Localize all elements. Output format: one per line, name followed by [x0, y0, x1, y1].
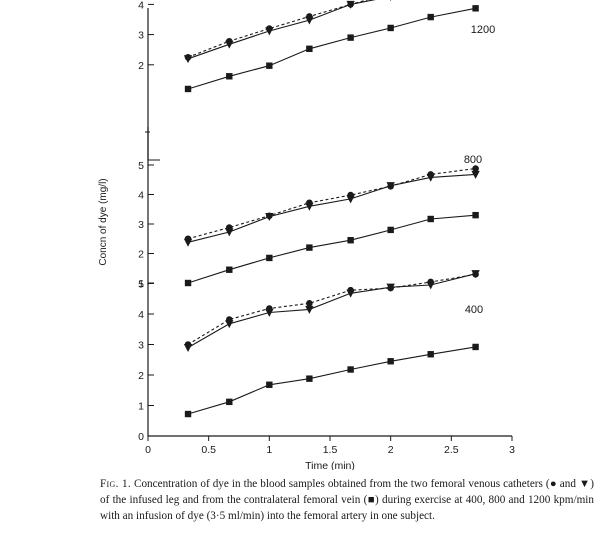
x-tick-label: 3: [509, 444, 515, 456]
y-tick-label: 4: [138, 309, 144, 321]
triangle-down-marker: [390, 0, 392, 1]
x-tick-label: 2.5: [444, 444, 459, 456]
x-tick-label: 1: [266, 444, 272, 456]
square-marker: [427, 351, 434, 358]
triangle-down-marker: [305, 202, 314, 211]
series-line: [187, 167, 476, 240]
square-marker: [387, 24, 394, 32]
triangle-down-marker: [305, 305, 314, 314]
square-marker: [427, 215, 434, 223]
triangle-down-marker: [225, 40, 234, 49]
square-marker: [226, 266, 233, 273]
y-tick-label: 3: [138, 30, 144, 42]
square-marker: [184, 85, 192, 93]
square-marker: [306, 375, 313, 382]
triangle-down-marker: [346, 195, 355, 204]
series-line: [187, 0, 369, 58]
y-tick-label: 0: [138, 431, 144, 443]
caption-text: Concentration of dye in the blood sample…: [100, 478, 594, 522]
triangle-down-marker: [265, 213, 274, 222]
figure-caption: Fig. 1. Concentration of dye in the bloo…: [100, 476, 594, 524]
square-marker: [306, 45, 313, 52]
triangle-down-marker: [225, 228, 234, 237]
triangle-down-marker: [386, 283, 395, 292]
square-marker: [184, 279, 192, 287]
series-line: [187, 7, 476, 90]
triangle-down-marker: [386, 182, 395, 191]
square-marker: [184, 410, 192, 418]
triangle-down-marker: [426, 173, 435, 182]
y-tick-label: 3: [138, 219, 144, 231]
panel-label: 400: [465, 304, 483, 316]
triangle-down-marker: [305, 16, 314, 25]
triangle-down-marker: [471, 270, 480, 279]
y-tick-label: 5: [138, 160, 144, 172]
x-tick-label: 2: [388, 444, 394, 456]
series-line: [187, 346, 476, 415]
square-marker: [347, 366, 354, 373]
triangle-down-marker: [265, 27, 274, 36]
triangle-down-marker: [346, 289, 355, 298]
x-tick-label: 0.5: [201, 444, 216, 456]
square-marker: [472, 343, 479, 351]
y-tick-label: 1: [138, 278, 144, 290]
y-tick-label: 2: [138, 370, 144, 382]
series-line: [187, 273, 476, 345]
y-tick-label: 1: [138, 401, 144, 413]
x-tick-label: 0: [145, 444, 151, 456]
series-line: [187, 214, 476, 284]
square-marker: [472, 5, 479, 12]
triangle-down-marker: [183, 238, 193, 247]
triangle-down-marker: [225, 320, 234, 329]
triangle-down-marker: [346, 0, 355, 9]
panel-1200: 23451200: [138, 0, 495, 160]
series-line: [187, 0, 376, 60]
circle-marker: [472, 165, 479, 172]
y-tick-label: 4: [138, 190, 144, 202]
square-marker: [427, 13, 434, 21]
y-tick-label: 3: [138, 340, 144, 352]
triangle-down-marker: [183, 343, 193, 352]
series-line: [187, 273, 476, 349]
square-marker: [387, 226, 394, 234]
figure-chart: 0 0.5 1 1.5 2 2.5 3 Time (min) Concn of dye (mg/…: [98, 0, 515, 470]
caption-figure-label: Fig. 1.: [100, 478, 131, 490]
square-marker: [266, 381, 273, 388]
square-marker: [387, 358, 394, 365]
square-marker: [226, 398, 233, 406]
triangle-down-marker: [426, 281, 435, 290]
square-marker: [347, 237, 354, 244]
square-marker: [226, 73, 233, 80]
triangle-down-marker: [471, 170, 480, 179]
y-tick-label: 5: [138, 279, 144, 291]
square-marker: [306, 244, 313, 251]
panel-400: 0 1 2 3 4 5 400: [138, 270, 483, 443]
square-marker: [266, 62, 273, 69]
y-tick-label: 2: [138, 60, 144, 72]
square-marker: [266, 254, 273, 262]
x-tick-label: 1.5: [323, 444, 338, 456]
y-tick-label: 4: [138, 0, 144, 11]
circle-marker: [306, 300, 313, 307]
panel-label: 1200: [471, 24, 495, 36]
y-axis-label: Concn of dye (mg/l): [98, 178, 109, 265]
y-tick-label: 2: [138, 249, 144, 261]
panel-800: 1 2 3 4 5 800: [138, 127, 482, 290]
series-line: [187, 173, 476, 243]
square-marker: [347, 34, 354, 41]
square-marker: [472, 211, 479, 219]
x-axis-label: Time (min): [305, 460, 355, 470]
panel-label: 800: [464, 154, 482, 166]
triangle-down-marker: [183, 55, 193, 64]
triangle-down-marker: [265, 308, 274, 317]
